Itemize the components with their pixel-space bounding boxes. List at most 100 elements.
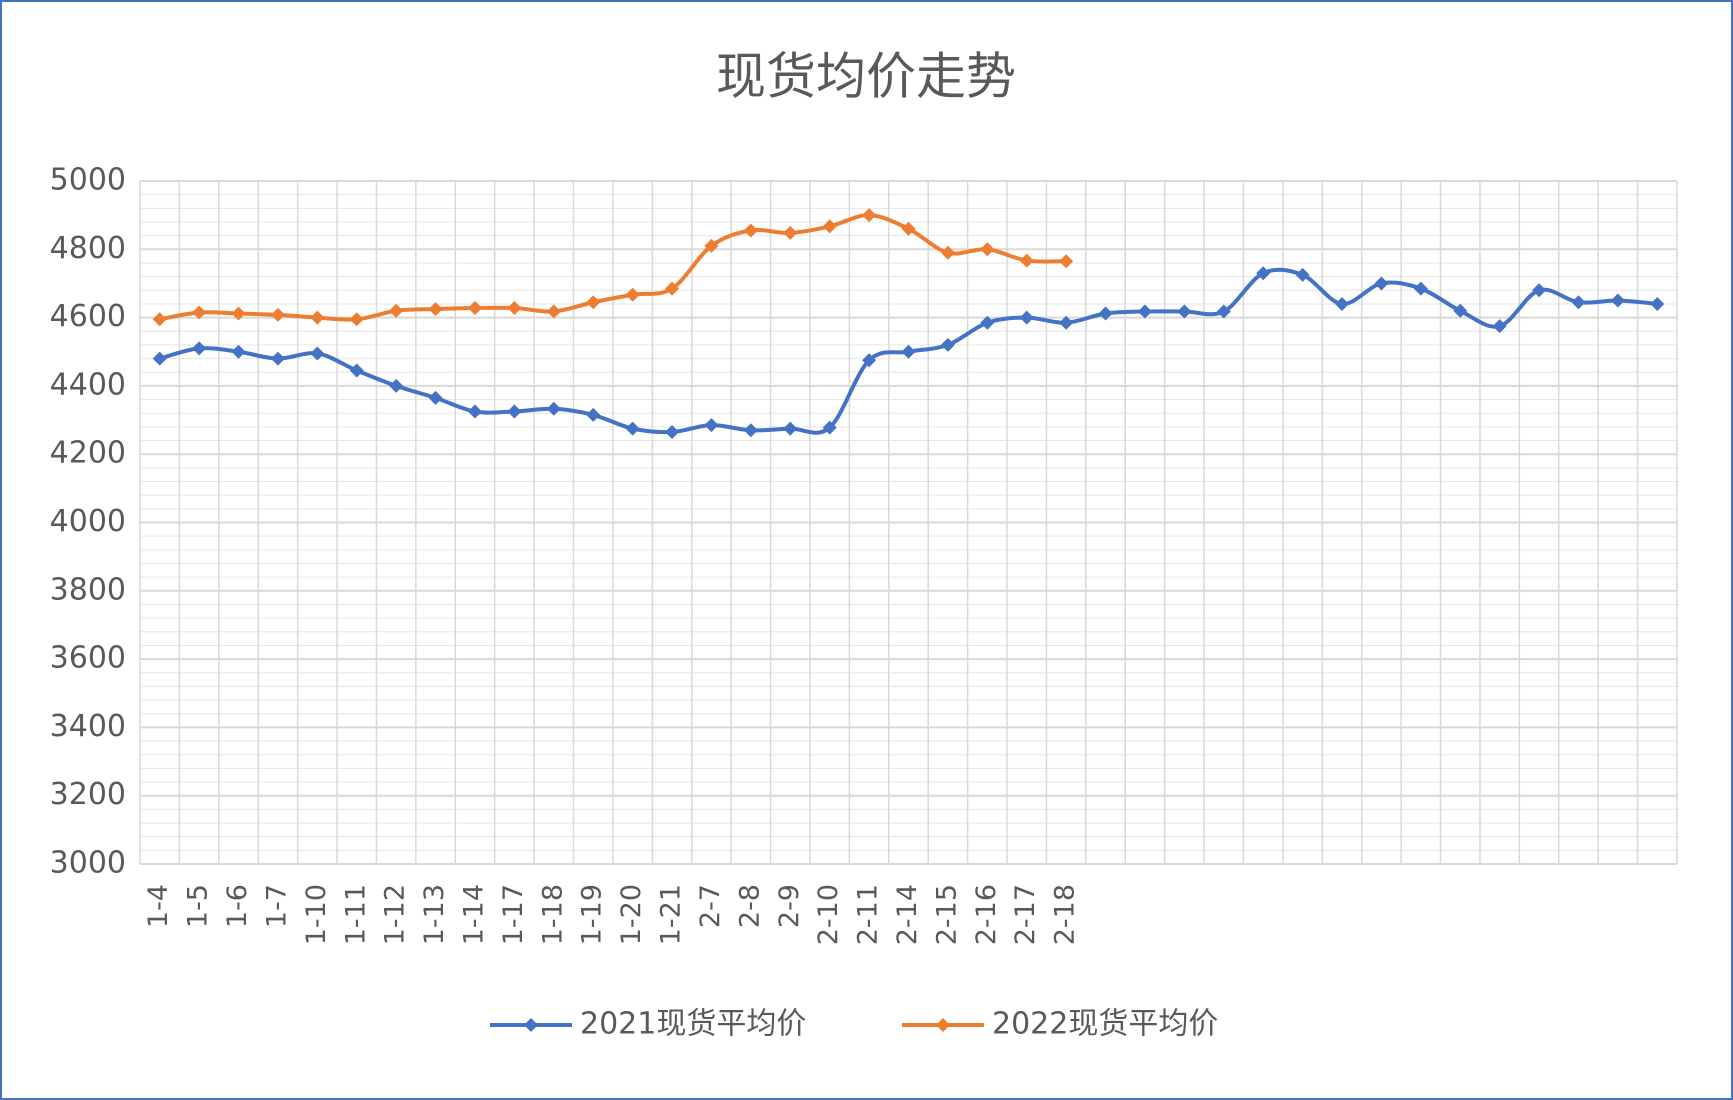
x-tick-label: 2-14 [892,884,923,945]
point-marker [1256,266,1271,281]
point-marker [1216,304,1231,319]
point-marker [1098,306,1113,321]
point-marker [625,421,640,436]
point-marker [1453,303,1468,318]
point-marker [862,208,877,223]
point-marker [1059,315,1074,330]
point-marker [192,341,207,356]
y-tick-label: 3400 [50,709,126,744]
x-tick-label: 1-20 [616,884,647,945]
point-marker [1019,310,1034,325]
x-tick-label: 2-9 [774,884,805,928]
x-tick-label: 1-13 [419,884,450,945]
point-marker [428,302,443,317]
x-tick-label: 1-7 [261,884,292,928]
point-marker [625,287,640,302]
point-marker [1335,296,1350,311]
point-marker [704,238,719,253]
x-tick-label: 1-18 [537,884,568,945]
point-marker [980,315,995,330]
point-marker [901,344,916,359]
y-tick-label: 3800 [50,572,126,607]
x-tick-label: 2-11 [853,884,884,945]
point-marker [1532,283,1547,298]
point-marker [231,344,246,359]
point-marker [586,407,601,422]
point-marker [822,219,837,234]
y-tick-label: 4200 [50,436,126,471]
point-marker [901,221,916,236]
point-marker [546,304,561,319]
point-marker [783,421,798,436]
x-tick-label: 2-8 [734,884,765,928]
point-marker [467,404,482,419]
chart-title: 现货均价走势 [716,48,1016,106]
y-tick-label: 4800 [50,231,126,266]
point-marker [310,346,325,361]
legend-label: 2021现货平均价 [580,1007,806,1042]
point-marker [1610,293,1625,308]
point-marker [231,306,246,321]
point-marker [467,301,482,316]
legend-label: 2022现货平均价 [992,1007,1218,1042]
point-marker [783,225,798,240]
point-marker [1019,253,1034,268]
point-marker [1571,295,1586,310]
x-tick-label: 1-5 [183,884,214,928]
point-marker [310,310,325,325]
point-marker [665,425,680,440]
point-marker [192,305,207,320]
point-marker [822,420,837,435]
point-marker [1374,276,1389,291]
x-tick-label: 1-12 [380,884,411,945]
x-tick-label: 2-15 [931,884,962,945]
x-tick-label: 2-17 [1010,884,1041,945]
point-marker [743,223,758,238]
point-marker [1492,319,1507,334]
legend-marker [936,1018,950,1032]
x-tick-label: 1-19 [577,884,608,945]
legend-marker [524,1018,538,1032]
y-tick-label: 4000 [50,504,126,539]
x-tick-label: 2-16 [971,884,1002,945]
point-marker [704,418,719,433]
y-tick-label: 4600 [50,299,126,334]
point-marker [349,312,364,327]
x-tick-label: 1-10 [301,884,332,945]
point-marker [507,404,522,419]
x-tick-label: 1-21 [656,884,687,945]
point-marker [862,353,877,368]
point-marker [940,337,955,352]
point-marker [270,351,285,366]
y-tick-label: 3200 [50,777,126,812]
x-tick-label: 1-14 [458,884,489,945]
y-tick-label: 3600 [50,641,126,676]
point-marker [1059,254,1074,269]
point-marker [940,245,955,260]
y-tick-label: 3000 [50,846,126,881]
x-tick-label: 1-6 [222,884,253,928]
point-marker [1413,281,1428,296]
y-tick-label: 4400 [50,367,126,402]
point-marker [1650,296,1665,311]
point-marker [349,363,364,378]
point-marker [389,378,404,393]
x-tick-label: 2-18 [1050,884,1081,945]
point-marker [152,312,167,327]
x-tick-label: 1-4 [143,884,174,928]
point-marker [507,301,522,316]
point-marker [1137,304,1152,319]
point-marker [665,281,680,296]
y-tick-label: 5000 [50,163,126,198]
point-marker [428,390,443,405]
point-marker [152,351,167,366]
point-marker [546,401,561,416]
point-marker [1295,267,1310,282]
x-tick-label: 2-7 [695,884,726,928]
x-tick-label: 1-11 [340,884,371,945]
point-marker [1177,304,1192,319]
point-marker [980,242,995,257]
x-tick-label: 2-10 [813,884,844,945]
x-tick-label: 1-17 [498,884,529,945]
